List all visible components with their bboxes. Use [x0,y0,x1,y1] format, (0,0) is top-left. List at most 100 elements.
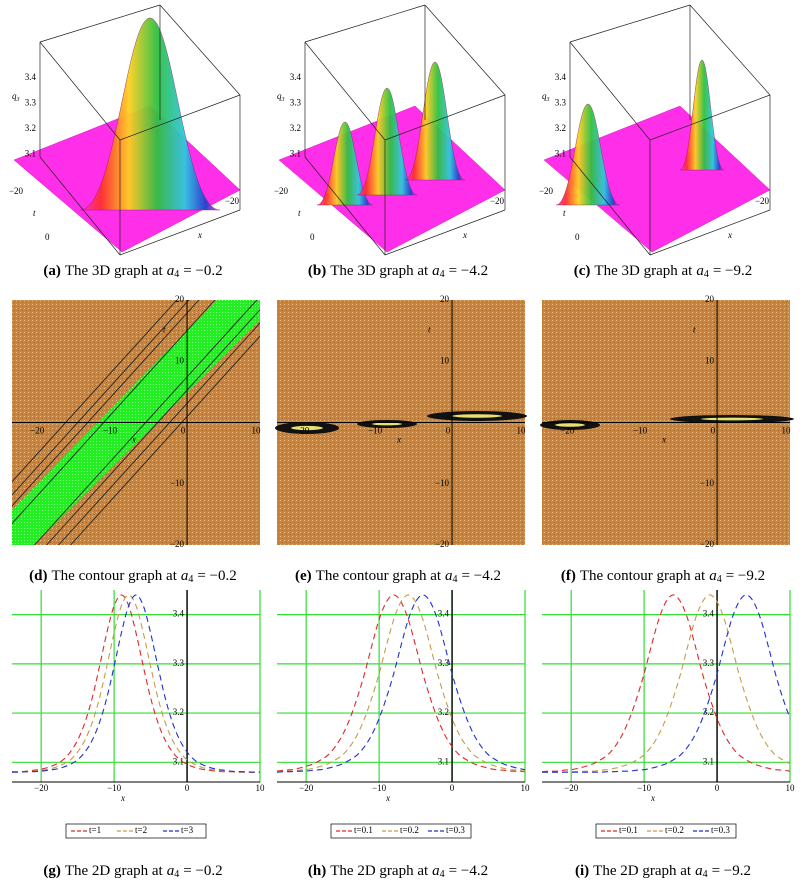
y-tick-label: −20 [170,539,185,549]
box-edge [384,209,506,256]
legend-box [65,823,207,839]
box-edge [304,156,386,256]
z-tick-label: 3.4 [290,72,302,82]
legend-box [330,823,472,839]
legend-label: t=0.1 [619,825,638,835]
x-axis-label: x [396,435,401,445]
caption-text: The 2D graph at [593,863,692,879]
box-edge [569,4,691,43]
panel-contour: −20 −10 0 10 20 10 −10 −20 x t [540,294,794,549]
box-edge [39,156,121,256]
x-axis-label: x [727,230,732,240]
series-line [276,594,526,773]
caption-eq: = −9.2 [713,263,752,279]
contour-core [701,417,763,421]
y-tick-label: 3.1 [438,756,449,766]
line-chart: −20 −10 0 10 3.1 3.2 3.3 3.4 x t=0.1 t=0.2 t=0.3 [541,590,796,839]
y-tick-label: 3.3 [173,658,185,668]
x-tick-label: −20 [755,196,770,206]
caption-sub: 4 [440,269,445,280]
caption: (f) The contour graph at a4 = −9.2 [561,568,765,585]
caption-param: a [181,568,189,584]
contour-line [29,279,276,551]
caption-param: a [445,568,453,584]
box-edge [304,41,386,141]
caption-label: (e) [295,568,312,584]
box-edge [424,4,506,96]
box-edge [39,4,161,43]
caption-label: (i) [575,863,589,879]
caption-label: (g) [43,863,61,879]
z-tick-label: 3.4 [25,72,37,82]
x-tick-label: −10 [633,426,648,436]
x-tick-label: 10 [786,783,796,793]
caption: (b) The 3D graph at a4 = −4.2 [308,263,488,280]
y-tick-label: 20 [705,294,715,304]
box-edge [119,94,241,141]
box-edge [119,209,241,256]
y-tick-label: 3.1 [173,756,184,766]
caption: (a) The 3D graph at a4 = −0.2 [43,263,222,280]
caption-param: a [696,263,704,279]
caption-label: (f) [561,568,576,584]
y-tick-label: 3.2 [703,707,714,717]
caption-sub: 4 [174,869,179,880]
z-axis-label: q3 [12,91,20,103]
x-axis-label: x [131,435,136,445]
caption-eq: = −0.2 [183,863,222,879]
caption-text: The 3D graph at [594,263,693,279]
surface-hump [679,59,725,171]
panel-3d: 3.4 3.3 3.2 3.1 q3 −20 t 0 x −20 [539,4,771,256]
caption-text: The contour graph at [316,568,442,584]
x-tick-label: −20 [34,783,49,793]
series-line [11,594,261,773]
contour-core [452,414,502,418]
z-tick-label: 3.1 [290,149,301,159]
z-label-sub: 3 [16,97,20,103]
contour-core [372,422,402,426]
caption-label: (b) [308,263,326,279]
z-tick-label: 3.1 [555,149,566,159]
box-edge [304,4,426,43]
y-tick-label: 10 [175,355,185,365]
panel-3d: 3.4 3.3 3.2 3.1 q3 −20 t 0 x −20 [9,4,241,256]
plot-area [542,590,790,800]
series-line [541,594,791,773]
caption-eq: = −9.2 [726,568,765,584]
box-edge [569,156,651,256]
caption-eq: = −0.2 [183,263,222,279]
contour-line [0,279,196,496]
x-axis-label: x [650,793,655,803]
y-tick-label: 3.2 [173,707,184,717]
caption-eq: = −0.2 [197,568,236,584]
legend-label: t=0.3 [711,825,730,835]
z-tick-label: 3.4 [555,72,567,82]
z-label: q [12,91,17,101]
y-tick-label: 3.4 [438,609,450,619]
x-tick-label: 0 [185,783,190,793]
x-axis-label: x [120,793,125,803]
caption-text: The contour graph at [580,568,706,584]
caption: (g) The 2D graph at a4 = −0.2 [43,863,222,880]
caption-param: a [167,863,175,879]
contour-line [53,279,300,551]
x-tick-label: −10 [368,426,383,436]
z-tick-label: 3.3 [25,98,37,108]
mask-top [7,270,265,300]
box-edge [159,4,241,96]
caption: (h) The 2D graph at a4 = −4.2 [308,863,488,880]
x-tick-label: 10 [517,426,527,436]
caption: (e) The contour graph at a4 = −4.2 [295,568,501,585]
z-label-sub: 3 [546,97,550,103]
line-chart: −20 −10 0 10 3.1 3.2 3.3 3.4 x t=0.1 t=0.2 t=0.3 [276,590,530,839]
caption-sub: 4 [453,574,458,585]
x-tick-label: −20 [225,196,240,206]
caption-param: a [432,263,440,279]
t-axis-label: t [298,208,301,218]
caption-sub: 4 [440,869,445,880]
legend-label: t=1 [89,825,101,835]
t-tick-label: −20 [274,186,289,196]
box-edge [39,41,121,141]
caption-label: (c) [574,263,591,279]
